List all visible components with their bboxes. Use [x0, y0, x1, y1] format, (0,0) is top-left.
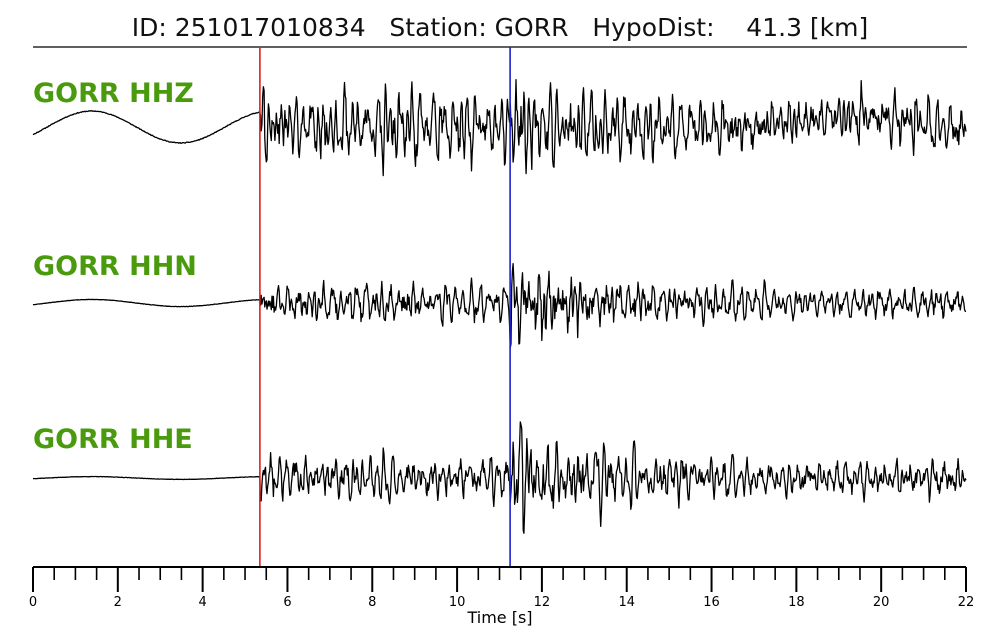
channel-label-gorr-hhz: GORR HHZ — [33, 78, 194, 109]
trace-gorr-hhn — [32, 262, 967, 349]
phase-picks-group — [259, 47, 511, 567]
x-tick-label: 6 — [283, 595, 291, 610]
x-tick-label: 18 — [788, 595, 805, 610]
x-tick-label: 14 — [618, 595, 635, 610]
trace-gorr-hhe — [32, 421, 967, 534]
chart-title: ID: 251017010834 Station: GORR HypoDist:… — [132, 13, 869, 42]
x-axis-label: Time [s] — [466, 608, 532, 627]
x-tick-label: 10 — [449, 595, 466, 610]
channel-labels-group: GORR HHZ GORR HHN GORR HHE — [33, 78, 197, 455]
channel-label-gorr-hhn: GORR HHN — [33, 251, 197, 282]
trace-gorr-hhz — [32, 78, 967, 177]
x-tick-label: 4 — [198, 595, 206, 610]
x-tick-label: 2 — [114, 595, 122, 610]
channel-label-gorr-hhe: GORR HHE — [33, 424, 193, 455]
x-tick-label: 12 — [534, 595, 551, 610]
x-tick-label: 22 — [958, 595, 975, 610]
x-tick-label: 16 — [703, 595, 720, 610]
x-tick-label: 8 — [368, 595, 376, 610]
traces-group — [32, 78, 967, 534]
x-tick-label: 0 — [29, 595, 37, 610]
time-axis: 0 2 4 6 8 10 12 14 16 18 20 22 — [29, 566, 975, 610]
x-tick-label: 20 — [873, 595, 890, 610]
